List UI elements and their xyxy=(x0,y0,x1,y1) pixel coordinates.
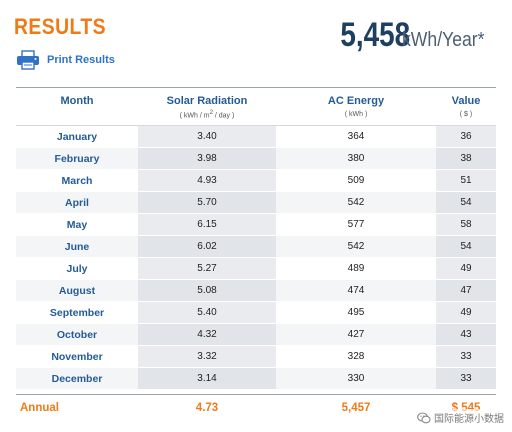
cell-ac-energy: 489 xyxy=(276,257,436,280)
table-row: October 4.32 427 43 xyxy=(16,323,496,346)
cell-value: 58 xyxy=(436,213,496,236)
column-header-month: Month xyxy=(16,87,138,108)
cell-month: September xyxy=(16,301,138,324)
cell-ac-energy: 328 xyxy=(276,345,436,368)
annual-total-value: 5,458 xyxy=(340,16,411,54)
annual-ac-energy: 5,457 xyxy=(341,401,371,414)
cell-solar-radiation: 3.14 xyxy=(138,367,276,390)
cell-solar-radiation: 3.32 xyxy=(138,345,276,368)
print-results-button[interactable]: Print Results xyxy=(16,50,115,70)
table-row: September 5.40 495 49 xyxy=(16,301,496,324)
annual-total: 5,458 kWh/Year* xyxy=(325,16,496,55)
cell-month: August xyxy=(16,279,138,302)
cell-month: April xyxy=(16,191,138,214)
column-unit-solar-radiation: ( kWh / m2 / day ) xyxy=(138,107,276,126)
wechat-icon xyxy=(417,411,431,423)
cell-solar-radiation: 3.40 xyxy=(138,125,276,148)
cell-ac-energy: 427 xyxy=(276,323,436,346)
table-row: March 4.93 509 51 xyxy=(16,169,496,192)
cell-solar-radiation: 3.98 xyxy=(138,147,276,170)
monthly-results-table: Month Solar Radiation AC Energy Value ( … xyxy=(16,87,496,390)
table-row: November 3.32 328 33 xyxy=(16,345,496,368)
cell-value: 54 xyxy=(436,191,496,214)
cell-ac-energy: 330 xyxy=(276,367,436,390)
column-unit-month xyxy=(16,107,138,126)
cell-month: November xyxy=(16,345,138,368)
cell-value: 49 xyxy=(436,257,496,280)
cell-month: December xyxy=(16,367,138,390)
cell-solar-radiation: 6.15 xyxy=(138,213,276,236)
table-row: January 3.40 364 36 xyxy=(16,125,496,148)
cell-solar-radiation: 6.02 xyxy=(138,235,276,258)
cell-value: 49 xyxy=(436,301,496,324)
results-title: RESULTS xyxy=(14,14,107,39)
cell-value: 33 xyxy=(436,367,496,390)
cell-value: 38 xyxy=(436,147,496,170)
cell-month: June xyxy=(16,235,138,258)
column-header-solar-radiation: Solar Radiation xyxy=(138,87,276,108)
cell-solar-radiation: 5.70 xyxy=(138,191,276,214)
cell-solar-radiation: 5.08 xyxy=(138,279,276,302)
column-header-ac-energy: AC Energy xyxy=(276,87,436,108)
column-unit-ac-energy: ( kWh ) xyxy=(276,107,436,126)
column-unit-value: ( $ ) xyxy=(436,107,496,126)
cell-solar-radiation: 5.40 xyxy=(138,301,276,324)
annual-total-unit: kWh/Year* xyxy=(402,29,485,51)
cell-ac-energy: 509 xyxy=(276,169,436,192)
table-row: December 3.14 330 33 xyxy=(16,367,496,390)
cell-ac-energy: 542 xyxy=(276,191,436,214)
cell-value: 33 xyxy=(436,345,496,368)
cell-ac-energy: 577 xyxy=(276,213,436,236)
table-row: July 5.27 489 49 xyxy=(16,257,496,280)
watermark-text: 国际能源小数据 xyxy=(434,414,504,425)
cell-month: January xyxy=(16,125,138,148)
cell-value: 54 xyxy=(436,235,496,258)
cell-solar-radiation: 4.32 xyxy=(138,323,276,346)
cell-solar-radiation: 5.27 xyxy=(138,257,276,280)
table-row: February 3.98 380 38 xyxy=(16,147,496,170)
cell-month: March xyxy=(16,169,138,192)
cell-value: 51 xyxy=(436,169,496,192)
table-row: May 6.15 577 58 xyxy=(16,213,496,236)
watermark: 国际能源小数据 xyxy=(415,409,506,426)
printer-icon xyxy=(17,50,39,70)
cell-ac-energy: 474 xyxy=(276,279,436,302)
annual-label: Annual xyxy=(20,401,59,414)
cell-value: 36 xyxy=(436,125,496,148)
cell-value: 47 xyxy=(436,279,496,302)
table-row: April 5.70 542 54 xyxy=(16,191,496,214)
table-row: June 6.02 542 54 xyxy=(16,235,496,258)
cell-month: May xyxy=(16,213,138,236)
cell-month: July xyxy=(16,257,138,280)
annual-solar-radiation: 4.73 xyxy=(195,401,219,414)
print-results-label: Print Results xyxy=(47,54,115,66)
column-header-value: Value xyxy=(436,87,496,108)
cell-ac-energy: 542 xyxy=(276,235,436,258)
cell-solar-radiation: 4.93 xyxy=(138,169,276,192)
cell-value: 43 xyxy=(436,323,496,346)
cell-month: February xyxy=(16,147,138,170)
table-body: January 3.40 364 36 February 3.98 380 38 March 4.… xyxy=(16,125,496,390)
cell-ac-energy: 364 xyxy=(276,125,436,148)
table-row: August 5.08 474 47 xyxy=(16,279,496,302)
cell-month: October xyxy=(16,323,138,346)
cell-ac-energy: 380 xyxy=(276,147,436,170)
cell-ac-energy: 495 xyxy=(276,301,436,324)
